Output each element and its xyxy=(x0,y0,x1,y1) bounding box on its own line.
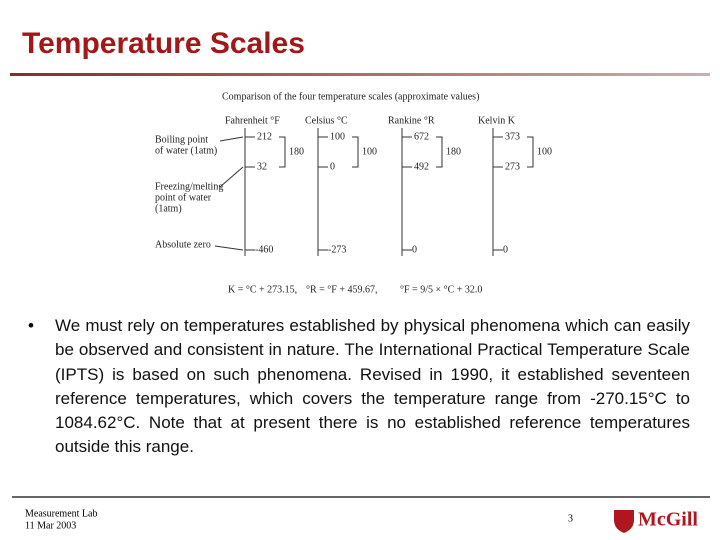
absolute-zero-value: 0 xyxy=(412,244,417,255)
span-value: 100 xyxy=(362,146,377,157)
figure-caption: Comparison of the four temperature scale… xyxy=(222,91,479,102)
pointer-arrow xyxy=(214,245,244,251)
formula: K = °C + 273.15, xyxy=(228,284,297,295)
bullet-text: We must rely on temperatures established… xyxy=(55,316,690,457)
boiling-value: 672 xyxy=(414,131,429,142)
span-bracket xyxy=(279,136,286,168)
span-bracket xyxy=(527,136,534,168)
boiling-value: 100 xyxy=(330,131,345,142)
point-label: point of water xyxy=(155,192,212,203)
boiling-value: 373 xyxy=(505,131,520,142)
bullet-marker: • xyxy=(28,316,34,335)
absolute-zero-value: -460 xyxy=(255,244,273,255)
span-value: 100 xyxy=(537,146,552,157)
page-number: 3 xyxy=(568,513,573,524)
freezing-value: 0 xyxy=(330,161,335,172)
footer-lab: Measurement Lab xyxy=(25,508,97,519)
pointer-arrow xyxy=(219,166,244,188)
title-rule xyxy=(10,73,710,76)
pointer-arrow xyxy=(219,136,244,142)
point-label: Absolute zero xyxy=(155,239,211,250)
span-value: 180 xyxy=(289,146,304,157)
scale-name: Kelvin K xyxy=(478,115,516,126)
boiling-value: 212 xyxy=(257,131,272,142)
footer-date: 11 Mar 2003 xyxy=(25,520,76,531)
span-bracket xyxy=(352,136,359,168)
absolute-zero-value: 0 xyxy=(503,244,508,255)
freezing-value: 492 xyxy=(414,161,429,172)
point-label: Freezing/melting xyxy=(155,181,223,192)
span-value: 180 xyxy=(446,146,461,157)
point-label: of water (1atm) xyxy=(155,145,217,156)
formula: °F = 9/5 × °C + 32.0 xyxy=(400,284,482,295)
absolute-zero-value: -273 xyxy=(328,244,346,255)
logo-shield xyxy=(614,510,634,533)
slide-title: Temperature Scales xyxy=(22,27,305,60)
point-label: Boiling point xyxy=(155,134,208,145)
scale-name: Fahrenheit °F xyxy=(225,115,280,126)
freezing-value: 273 xyxy=(505,161,520,172)
scale-figure: Comparison of the four temperature scale… xyxy=(155,91,552,295)
scale-name: Rankine °R xyxy=(388,115,435,126)
formula: °R = °F + 459.67, xyxy=(306,284,378,295)
logo-text: McGill xyxy=(638,509,698,531)
span-bracket xyxy=(436,136,443,168)
point-label: (1atm) xyxy=(155,203,182,214)
scale-name: Celsius °C xyxy=(305,115,348,126)
freezing-value: 32 xyxy=(257,161,267,172)
